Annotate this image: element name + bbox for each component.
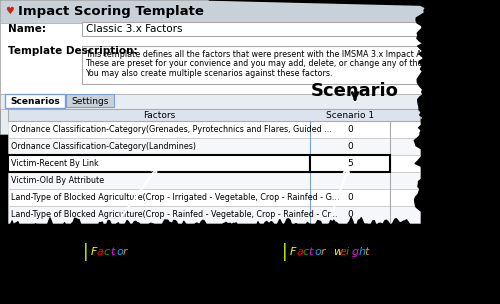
Text: g: g — [352, 247, 359, 257]
Text: a: a — [296, 247, 303, 257]
Text: Impact Scoring Template: Impact Scoring Template — [18, 5, 204, 18]
Text: Land-Type of Blocked Agriculture(Crop - Rainfed - Vegetable, Crop - Rainfed - Cr: Land-Type of Blocked Agriculture(Crop - … — [11, 210, 338, 219]
Text: You may also create multiple scenarios against these factors.: You may also create multiple scenarios a… — [85, 69, 332, 78]
Text: o: o — [116, 247, 123, 257]
Text: |: | — [82, 243, 88, 261]
Bar — [8, 172, 420, 189]
Bar — [82, 46, 422, 84]
Text: Settings: Settings — [72, 96, 108, 105]
Bar — [8, 206, 420, 223]
Text: F: F — [290, 247, 296, 257]
Text: Ordnance Classification-Category(Landmines): Ordnance Classification-Category(Landmin… — [11, 142, 196, 151]
Text: Victim-Old By Attribute: Victim-Old By Attribute — [11, 176, 104, 185]
Bar — [310, 155, 390, 172]
Text: r: r — [321, 247, 326, 257]
Text: e: e — [340, 247, 346, 257]
Text: Land-Type of Blocked Agriculture(Crop - Irrigated - Vegetable, Crop - Rainfed - : Land-Type of Blocked Agriculture(Crop - … — [11, 193, 340, 202]
Text: 0: 0 — [347, 142, 353, 151]
Text: F: F — [90, 247, 97, 257]
Bar — [8, 138, 420, 155]
Text: a: a — [97, 247, 104, 257]
Bar — [66, 94, 114, 107]
Text: Ordnance Classification-Category(Grenades, Pyrotechnics and Flares, Guided ...: Ordnance Classification-Category(Grenade… — [11, 125, 332, 134]
Text: w: w — [334, 247, 342, 257]
Text: These are preset for your convience and you may add, delete, or change any of th: These are preset for your convience and … — [85, 60, 456, 68]
Text: 0: 0 — [347, 210, 353, 219]
Text: r: r — [123, 247, 128, 257]
Bar — [8, 121, 420, 138]
Bar — [0, 94, 430, 109]
Text: i: i — [346, 247, 349, 257]
Bar — [8, 189, 420, 206]
Text: Victim-Recent By Link: Victim-Recent By Link — [11, 159, 99, 168]
Text: o: o — [315, 247, 322, 257]
Bar — [0, 0, 430, 23]
Text: Template Description:: Template Description: — [8, 46, 138, 56]
Text: Scenario 1: Scenario 1 — [326, 110, 374, 119]
Bar — [8, 109, 420, 121]
Text: ♥: ♥ — [4, 6, 14, 16]
Text: h: h — [358, 247, 365, 257]
Bar — [8, 155, 420, 172]
Bar — [5, 94, 65, 108]
Bar — [0, 23, 430, 94]
Text: 0: 0 — [347, 193, 353, 202]
Text: 5: 5 — [347, 159, 353, 168]
Text: t: t — [110, 247, 114, 257]
Text: Factors: Factors — [143, 110, 175, 119]
Text: t: t — [364, 247, 369, 257]
Bar — [0, 0, 430, 134]
Text: Scenario: Scenario — [311, 82, 399, 100]
Bar — [82, 22, 422, 36]
Text: c: c — [302, 247, 308, 257]
Text: |: | — [282, 243, 288, 261]
Text: This template defines all the factors that were present with the IMSMA 3.x Impac: This template defines all the factors th… — [85, 50, 470, 59]
Bar — [8, 155, 310, 172]
Text: 0: 0 — [347, 125, 353, 134]
Text: Name:: Name: — [8, 24, 46, 34]
Text: Scenarios: Scenarios — [10, 96, 60, 105]
Text: t: t — [308, 247, 313, 257]
Text: Classic 3.x Factors: Classic 3.x Factors — [86, 24, 182, 34]
Text: c: c — [104, 247, 110, 257]
